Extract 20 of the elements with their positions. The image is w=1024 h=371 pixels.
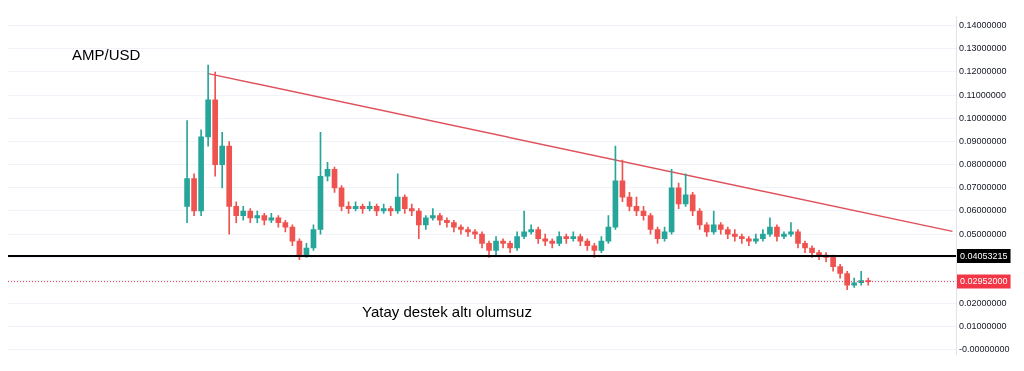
annotation: Yatay destek altı olumsuz xyxy=(362,302,532,320)
y-tick-label: 0.12000000 xyxy=(959,66,1007,77)
y-tick-label: 0.11000000 xyxy=(959,89,1006,100)
ref-line-label: 0.02952000 xyxy=(960,276,1008,287)
y-tick-label: 0.09000000 xyxy=(959,135,1007,146)
y-tick-label: 0.01000000 xyxy=(959,321,1007,332)
y-tick-label: 0.02000000 xyxy=(959,298,1007,309)
y-tick-label: 0.10000000 xyxy=(959,112,1007,123)
candlestick xyxy=(430,208,436,221)
y-tick-label: -0.00000000 xyxy=(959,344,1010,355)
y-tick-label: 0.14000000 xyxy=(959,20,1007,31)
text: AMP/USD xyxy=(72,46,141,64)
y-tick-label: 0.08000000 xyxy=(959,159,1007,170)
y-tick-label: 0.13000000 xyxy=(959,43,1007,54)
y-tick-label: 0.06000000 xyxy=(959,205,1007,216)
y-tick-label: 0.05000000 xyxy=(959,228,1007,239)
candlestick xyxy=(254,210,261,223)
y-tick-label: 0.07000000 xyxy=(959,182,1007,193)
ref-line-label: 0.04053215 xyxy=(960,250,1008,261)
candlestick xyxy=(788,222,794,237)
